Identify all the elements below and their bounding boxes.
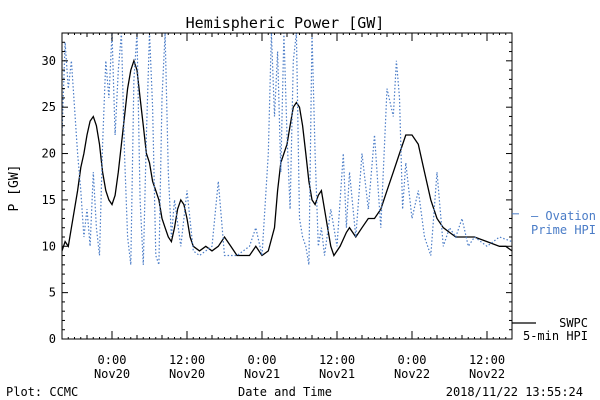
x-tick-time-label: 12:00 — [169, 353, 205, 367]
plot-credit: Plot: CCMC — [6, 385, 78, 399]
chart-title: Hemispheric Power [GW] — [186, 14, 385, 32]
x-tick-date-label: Nov21 — [244, 367, 280, 381]
x-tick-time-label: 0:00 — [98, 353, 127, 367]
y-axis-label: P [GW] — [7, 165, 22, 212]
series-line-swpc — [62, 58, 512, 257]
legend-swpc-label: 5-min HPI — [523, 329, 588, 343]
x-tick-time-label: 0:00 — [398, 353, 427, 367]
plot-area: 0510152025300:00Nov2012:00Nov200:00Nov21… — [42, 32, 513, 381]
x-tick-date-label: Nov20 — [94, 367, 130, 381]
y-tick-label: 30 — [42, 54, 56, 68]
x-tick-time-label: 12:00 — [319, 353, 355, 367]
x-tick-date-label: Nov21 — [319, 367, 355, 381]
legend-ovation-label: Prime HPI — [531, 223, 596, 237]
y-tick-label: 25 — [42, 100, 56, 114]
y-tick-label: 5 — [49, 286, 56, 300]
x-tick-date-label: Nov22 — [394, 367, 430, 381]
x-tick-date-label: Nov20 — [169, 367, 205, 381]
x-axis-label: Date and Time — [238, 385, 332, 399]
y-tick-label: 15 — [42, 193, 56, 207]
x-tick-time-label: 12:00 — [469, 353, 505, 367]
legend-swpc-label: SWPC — [559, 316, 588, 330]
y-tick-label: 0 — [49, 332, 56, 346]
y-tick-label: 10 — [42, 239, 56, 253]
x-tick-date-label: Nov22 — [469, 367, 505, 381]
plot-timestamp: 2018/11/22 13:55:24 — [446, 385, 583, 399]
y-tick-label: 20 — [42, 147, 56, 161]
legend-ovation-label: — Ovation — [531, 209, 596, 223]
series-line-ovation-prime — [62, 33, 512, 265]
x-tick-time-label: 0:00 — [248, 353, 277, 367]
